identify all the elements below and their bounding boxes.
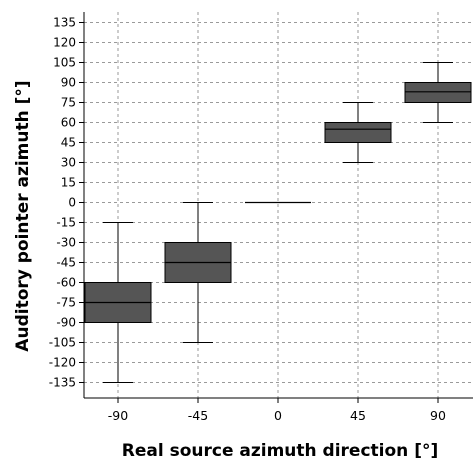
grid-lines (84, 12, 473, 398)
y-tick-label: -15 (56, 216, 76, 230)
x-tick-label: -45 (188, 408, 208, 423)
y-tick-label: 45 (61, 136, 76, 150)
x-tick-label: 45 (350, 408, 366, 423)
box--45 (164, 202, 232, 343)
axes: 135 120 105 90 75 60 45 30 15 0 -15 -30 -45 -60 -75 -90… (49, 12, 473, 423)
x-axis-title: Real source azimuth direction [°] (122, 441, 438, 461)
y-tick-label: -90 (56, 316, 76, 330)
x-tick-label: 90 (430, 408, 446, 423)
box--90 (84, 222, 152, 383)
y-tick-label: 0 (68, 196, 76, 210)
y-tick-label: -105 (49, 336, 76, 350)
y-tick-label: -60 (56, 276, 76, 290)
y-tick-label: 105 (53, 56, 76, 70)
y-tick-label: -75 (56, 296, 76, 310)
box-90 (404, 62, 472, 123)
y-tick-label: 135 (53, 16, 76, 30)
iqr-box (324, 122, 392, 143)
box-45 (324, 102, 392, 163)
y-tick-label: 15 (61, 176, 76, 190)
y-tick-label: -45 (56, 256, 76, 270)
x-tick-label: 0 (274, 408, 282, 423)
y-tick-label: 75 (61, 96, 76, 110)
x-tick-label: -90 (108, 408, 128, 423)
y-tick-label: -30 (56, 236, 76, 250)
y-tick-label: 120 (53, 36, 76, 50)
y-tick-label: 30 (61, 156, 76, 170)
y-tick-label: 60 (61, 116, 76, 130)
y-axis-title: Auditory pointer azimuth [°] (13, 80, 33, 351)
box-series (84, 62, 472, 383)
y-tick-label: -120 (49, 356, 76, 370)
y-tick-label: 90 (61, 76, 76, 90)
y-tick-label: -135 (49, 376, 76, 390)
iqr-box (404, 82, 472, 103)
